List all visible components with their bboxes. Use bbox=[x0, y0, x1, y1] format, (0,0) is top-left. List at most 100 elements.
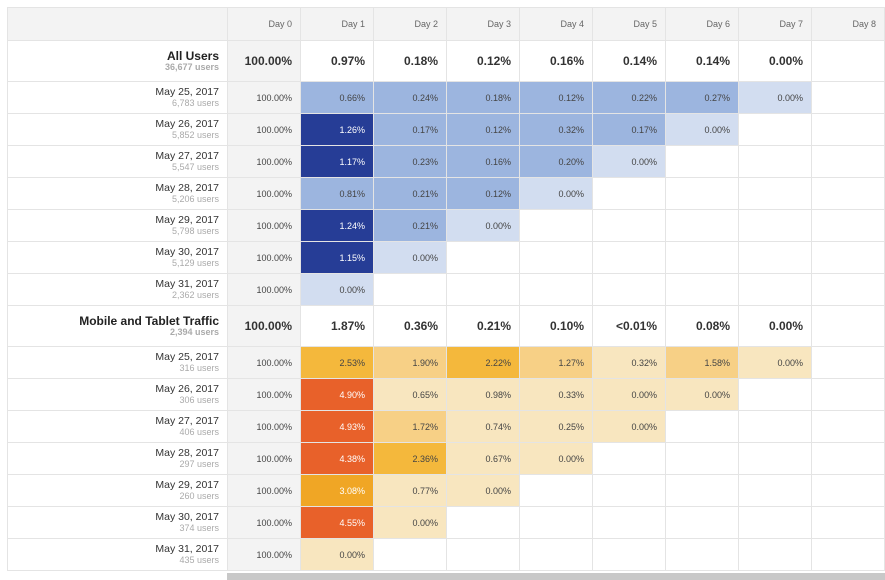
cohort-row: May 27, 2017 406 users 100.00% 4.93% 1.72% 0.… bbox=[7, 410, 885, 443]
retention-cell bbox=[811, 442, 885, 475]
retention-cell bbox=[446, 273, 520, 306]
retention-cell bbox=[665, 177, 739, 210]
retention-cell: 0.67% bbox=[446, 442, 520, 475]
segment-total-cell: 0.12% bbox=[446, 40, 520, 82]
segment-total-cell: 0.00% bbox=[738, 40, 812, 82]
label-users: 297 users bbox=[179, 459, 219, 469]
retention-cell: 0.12% bbox=[446, 113, 520, 146]
day0-cell: 100.00% bbox=[227, 273, 301, 306]
retention-cell: 2.36% bbox=[373, 442, 447, 475]
row-label: Mobile and Tablet Traffic 2,394 users bbox=[7, 305, 228, 347]
retention-cell bbox=[811, 474, 885, 507]
day-header: Day 4 bbox=[519, 7, 593, 41]
retention-cell: 0.00% bbox=[592, 410, 666, 443]
retention-cell: 0.00% bbox=[446, 209, 520, 242]
retention-cell bbox=[811, 378, 885, 411]
row-label: May 26, 2017 5,852 users bbox=[7, 113, 228, 146]
retention-cell bbox=[519, 209, 593, 242]
segment-total-cell: 1.87% bbox=[300, 305, 374, 347]
retention-cell bbox=[373, 273, 447, 306]
retention-cell bbox=[811, 177, 885, 210]
day-header: Day 6 bbox=[665, 7, 739, 41]
retention-cell bbox=[592, 442, 666, 475]
day-header: Day 2 bbox=[373, 7, 447, 41]
retention-cell: 0.33% bbox=[519, 378, 593, 411]
retention-cell: 0.12% bbox=[519, 81, 593, 114]
label-title: May 25, 2017 bbox=[155, 86, 219, 98]
row-label: May 29, 2017 5,798 users bbox=[7, 209, 228, 242]
day0-cell: 100.00% bbox=[227, 113, 301, 146]
retention-cell bbox=[738, 209, 812, 242]
retention-cell: 1.72% bbox=[373, 410, 447, 443]
retention-cell: 0.00% bbox=[738, 81, 812, 114]
day0-cell: 100.00% bbox=[227, 410, 301, 443]
retention-cell: 0.00% bbox=[592, 378, 666, 411]
retention-cell bbox=[519, 474, 593, 507]
day0-cell: 100.00% bbox=[227, 145, 301, 178]
retention-cell: 4.90% bbox=[300, 378, 374, 411]
label-title: May 29, 2017 bbox=[155, 214, 219, 226]
retention-cell: 0.16% bbox=[446, 145, 520, 178]
day-header: Day 8 bbox=[811, 7, 885, 41]
retention-cell bbox=[665, 442, 739, 475]
label-title: May 27, 2017 bbox=[155, 415, 219, 427]
day-header: Day 7 bbox=[738, 7, 812, 41]
segment-row: All Users 36,677 users 100.00% 0.97% 0.18% 0.… bbox=[7, 40, 885, 82]
label-title: May 29, 2017 bbox=[155, 479, 219, 491]
retention-cell: 0.00% bbox=[665, 113, 739, 146]
retention-cell: 3.08% bbox=[300, 474, 374, 507]
segment-total-cell: 0.36% bbox=[373, 305, 447, 347]
label-title: May 27, 2017 bbox=[155, 150, 219, 162]
retention-cell bbox=[811, 538, 885, 571]
retention-cell: 0.21% bbox=[373, 177, 447, 210]
label-users: 36,677 users bbox=[164, 61, 219, 72]
label-users: 6,783 users bbox=[171, 98, 219, 108]
retention-cell bbox=[446, 241, 520, 274]
retention-cell bbox=[446, 506, 520, 539]
day0-cell: 100.00% bbox=[227, 177, 301, 210]
label-users: 5,798 users bbox=[171, 226, 219, 236]
retention-cell bbox=[592, 177, 666, 210]
retention-cell bbox=[811, 81, 885, 114]
day0-cell: 100.00% bbox=[227, 241, 301, 274]
day0-cell: 100.00% bbox=[227, 474, 301, 507]
retention-cell bbox=[738, 474, 812, 507]
retention-cell bbox=[738, 442, 812, 475]
retention-cell: 4.93% bbox=[300, 410, 374, 443]
label-users: 2,362 users bbox=[171, 290, 219, 300]
label-users: 406 users bbox=[179, 427, 219, 437]
segment-total-cell: 0.16% bbox=[519, 40, 593, 82]
retention-cell bbox=[811, 506, 885, 539]
retention-cell: 2.22% bbox=[446, 346, 520, 379]
cohort-row: May 26, 2017 5,852 users 100.00% 1.26% 0.17%… bbox=[7, 113, 885, 146]
retention-cell: 2.53% bbox=[300, 346, 374, 379]
row-label: All Users 36,677 users bbox=[7, 40, 228, 82]
label-title: May 30, 2017 bbox=[155, 511, 219, 523]
retention-cell: 0.00% bbox=[592, 145, 666, 178]
retention-cell: 0.20% bbox=[519, 145, 593, 178]
retention-cell: 0.21% bbox=[373, 209, 447, 242]
row-label: May 25, 2017 6,783 users bbox=[7, 81, 228, 114]
day0-cell: 100.00% bbox=[227, 378, 301, 411]
retention-cell bbox=[738, 410, 812, 443]
day-header: Day 3 bbox=[446, 7, 520, 41]
segment-total-cell: 0.14% bbox=[665, 40, 739, 82]
retention-cell bbox=[665, 209, 739, 242]
segment-total-cell: 0.97% bbox=[300, 40, 374, 82]
retention-cell bbox=[665, 410, 739, 443]
retention-cell bbox=[738, 506, 812, 539]
retention-cell bbox=[811, 346, 885, 379]
retention-cell: 0.18% bbox=[446, 81, 520, 114]
retention-cell: 1.26% bbox=[300, 113, 374, 146]
horizontal-scrollbar[interactable] bbox=[227, 573, 885, 580]
retention-cell bbox=[811, 145, 885, 178]
row-label: May 27, 2017 406 users bbox=[7, 410, 228, 443]
label-title: May 30, 2017 bbox=[155, 246, 219, 258]
retention-cell: 1.17% bbox=[300, 145, 374, 178]
segment-total-cell: 100.00% bbox=[227, 305, 301, 347]
row-label: May 26, 2017 306 users bbox=[7, 378, 228, 411]
retention-cell bbox=[592, 241, 666, 274]
retention-cell bbox=[592, 538, 666, 571]
cohort-row: May 28, 2017 297 users 100.00% 4.38% 2.36% 0.… bbox=[7, 442, 885, 475]
retention-cell bbox=[738, 538, 812, 571]
